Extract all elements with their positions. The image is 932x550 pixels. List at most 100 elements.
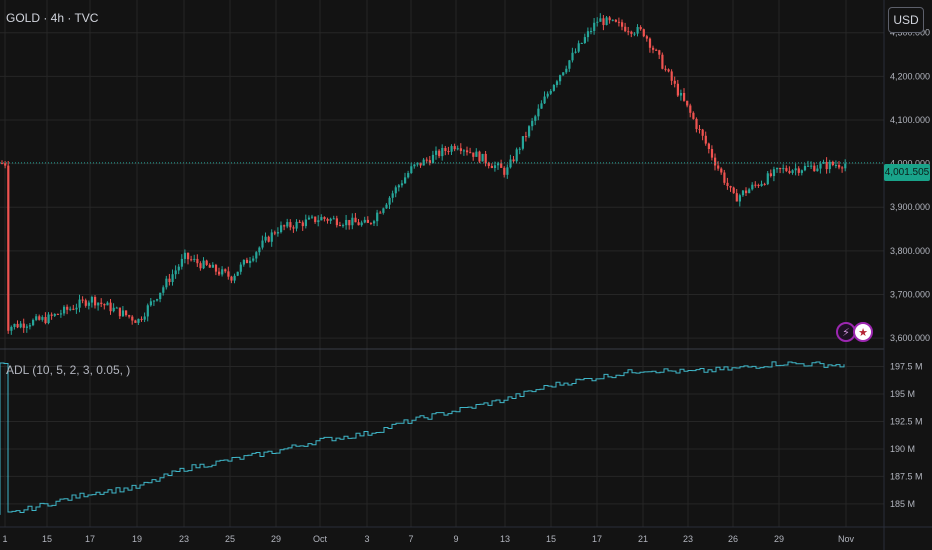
- candle-body: [726, 182, 729, 186]
- candle-body: [295, 221, 298, 229]
- candle-body: [131, 316, 134, 321]
- price-tick-label: 4,200.000: [890, 71, 930, 81]
- candle-body: [478, 151, 481, 162]
- candle-body: [363, 219, 366, 223]
- candle-body: [515, 149, 518, 162]
- candle-body: [311, 216, 314, 218]
- candle-body: [239, 264, 242, 272]
- candle-body: [438, 150, 441, 157]
- candle-body: [329, 218, 332, 221]
- time-tick-label: 29: [271, 534, 281, 544]
- candle-body: [568, 60, 571, 69]
- symbol-title: GOLD · 4h · TVC: [6, 11, 99, 25]
- candle-body: [373, 221, 376, 224]
- indicator-tick-label: 187.5 M: [890, 471, 923, 481]
- candle-body: [385, 204, 388, 209]
- price-tick-label: 3,800.000: [890, 246, 930, 256]
- price-tick-label: 3,700.000: [890, 289, 930, 299]
- candle-body: [19, 323, 22, 328]
- candle-body: [13, 323, 16, 327]
- candle-body: [183, 252, 187, 259]
- indicator-tick-label: 185 M: [890, 499, 915, 509]
- candle-body: [751, 184, 754, 190]
- us-flag-icon[interactable]: ★: [853, 322, 873, 342]
- candle-body: [193, 258, 196, 260]
- candle-body: [596, 21, 599, 23]
- candle-body: [425, 159, 428, 161]
- adl-series-line: [0, 361, 845, 515]
- price-tick-label: 4,000.000: [890, 159, 930, 169]
- candle-body: [565, 68, 568, 73]
- candle-body: [236, 271, 239, 276]
- candle-body: [348, 219, 351, 226]
- candle-body: [180, 258, 183, 267]
- candle-body: [456, 148, 459, 150]
- candle-body: [602, 18, 605, 26]
- time-tick-label: 23: [683, 534, 693, 544]
- candle-body: [707, 143, 710, 149]
- candle-body: [692, 112, 695, 119]
- candle-body: [748, 189, 751, 194]
- candle-body: [165, 278, 168, 288]
- candle-body: [583, 37, 586, 43]
- candle-body: [81, 299, 84, 301]
- candle-body: [645, 36, 648, 39]
- candle-body: [614, 19, 617, 22]
- time-axis-labels: 1 15 17 19 23 25 29 Oct 3 7 9 13 15 17 21 23 26 29 Nov: [2, 534, 854, 544]
- candle-body: [199, 263, 202, 269]
- candle-body: [608, 17, 611, 21]
- candle-body: [1, 163, 4, 165]
- candle-body: [658, 50, 661, 55]
- candle-body: [7, 165, 10, 331]
- candle-body: [695, 118, 698, 130]
- candle-body: [667, 69, 670, 72]
- candle-body: [156, 299, 159, 301]
- candle-body: [307, 217, 311, 220]
- currency-button[interactable]: USD: [888, 7, 924, 33]
- candle-body: [493, 165, 497, 169]
- candle-body: [379, 212, 382, 214]
- candle-body: [276, 232, 280, 234]
- time-tick-label: 15: [546, 534, 556, 544]
- candle-body: [617, 21, 621, 23]
- candle-body: [686, 100, 689, 106]
- candle-body: [357, 222, 360, 226]
- candle-body: [143, 316, 146, 320]
- candle-body: [301, 222, 304, 227]
- candle-body: [636, 27, 639, 34]
- time-tick-label: 29: [774, 534, 784, 544]
- candle-body: [831, 161, 834, 166]
- candle-body: [97, 302, 100, 306]
- candle-body: [599, 18, 602, 22]
- candle-body: [472, 152, 475, 157]
- candle-body: [512, 159, 515, 162]
- candle-body: [187, 252, 190, 260]
- candle-body: [47, 314, 50, 324]
- time-tick-label: Oct: [313, 534, 328, 544]
- candle-body: [121, 310, 125, 317]
- time-tick-label: 13: [500, 534, 510, 544]
- candle-body: [56, 313, 59, 315]
- time-tick-label: 25: [225, 534, 235, 544]
- candle-body: [208, 264, 211, 268]
- candle-body: [676, 83, 679, 96]
- candle-body: [214, 264, 218, 272]
- candle-body: [354, 217, 357, 223]
- candle-body: [652, 47, 655, 50]
- candle-body: [605, 17, 608, 26]
- time-tick-label: 9: [453, 534, 458, 544]
- candle-body: [500, 163, 503, 168]
- candle-body: [106, 302, 109, 306]
- candle-body: [825, 161, 828, 170]
- candle-body: [540, 103, 543, 109]
- candle-body: [335, 218, 338, 226]
- candle-body: [838, 165, 841, 168]
- candle-body: [444, 147, 447, 152]
- time-tick-label: 19: [132, 534, 142, 544]
- candle-body: [280, 225, 283, 233]
- candle-body: [100, 302, 103, 304]
- candle-body: [190, 259, 193, 261]
- candle-body: [345, 219, 348, 226]
- candle-body: [710, 148, 714, 158]
